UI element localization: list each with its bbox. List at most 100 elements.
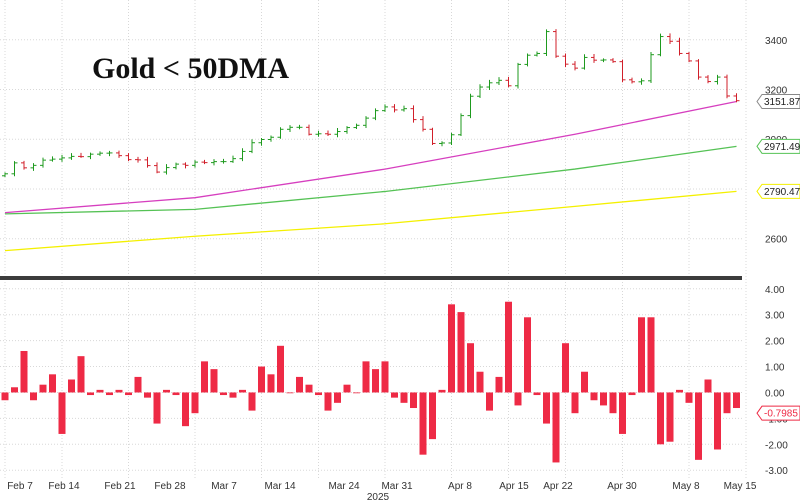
return-bar bbox=[296, 376, 303, 393]
return-bar bbox=[733, 392, 740, 409]
price-tick-label: 3400 bbox=[765, 36, 788, 47]
return-bar bbox=[11, 387, 18, 393]
return-bar bbox=[39, 384, 47, 393]
return-bar bbox=[429, 392, 436, 440]
return-bar bbox=[1, 392, 9, 401]
candle bbox=[401, 105, 407, 112]
return-bar bbox=[372, 369, 379, 393]
year-label: 2025 bbox=[367, 492, 390, 503]
candle bbox=[68, 153, 75, 160]
return-bar bbox=[362, 361, 370, 393]
candle bbox=[239, 148, 246, 162]
candle bbox=[610, 58, 616, 63]
return-bar bbox=[543, 392, 550, 424]
return-bar bbox=[486, 392, 493, 411]
candle bbox=[277, 127, 284, 139]
candle bbox=[695, 59, 702, 80]
candle bbox=[296, 124, 303, 130]
svg-text:3151.87: 3151.87 bbox=[764, 97, 800, 108]
return-bar bbox=[191, 392, 199, 414]
return-bar bbox=[638, 317, 645, 393]
return-tick-label: 2.00 bbox=[765, 337, 785, 348]
candle bbox=[97, 151, 103, 156]
return-axis: -3.00-2.00-1.000.001.002.003.004.00 bbox=[765, 285, 788, 477]
candle bbox=[287, 125, 293, 133]
price-tick-label: 3200 bbox=[765, 86, 788, 97]
value-badges: 3151.87 2971.49 2790.47 -0.7985 bbox=[756, 93, 800, 421]
return-bar bbox=[381, 361, 389, 393]
date-tick-label: Apr 8 bbox=[448, 481, 472, 492]
return-bar bbox=[695, 392, 702, 460]
return-bar bbox=[144, 392, 151, 398]
candle bbox=[21, 160, 27, 170]
dma200-value-badge: 2790.47 bbox=[756, 183, 800, 199]
candle bbox=[125, 153, 132, 162]
candle bbox=[524, 53, 531, 67]
candle bbox=[230, 155, 236, 163]
candle bbox=[363, 116, 369, 129]
date-tick-label: Apr 30 bbox=[607, 481, 637, 492]
candle bbox=[420, 116, 426, 132]
return-bar bbox=[125, 392, 132, 396]
return-bar bbox=[448, 304, 455, 393]
candle bbox=[515, 62, 521, 89]
return-tick-label: -3.00 bbox=[765, 466, 788, 477]
return-bar bbox=[20, 350, 28, 393]
candle bbox=[211, 159, 217, 166]
candle bbox=[154, 162, 160, 174]
return-bar bbox=[87, 392, 94, 396]
candle bbox=[163, 164, 170, 175]
return-bar bbox=[267, 374, 275, 393]
candle bbox=[268, 135, 274, 142]
candle bbox=[49, 156, 56, 162]
return-bar bbox=[220, 392, 227, 396]
candle bbox=[439, 141, 445, 147]
candle bbox=[600, 58, 607, 63]
candle bbox=[192, 160, 198, 168]
dma100-line bbox=[4, 145, 737, 215]
candle bbox=[382, 104, 388, 112]
return-bar bbox=[248, 392, 256, 411]
return-bar bbox=[514, 392, 522, 406]
return-bar bbox=[315, 392, 322, 396]
candle bbox=[144, 156, 151, 168]
return-bar bbox=[685, 392, 693, 403]
return-bar bbox=[438, 389, 446, 393]
return-bar bbox=[30, 392, 37, 401]
candle bbox=[173, 162, 179, 170]
return-tick-label: 4.00 bbox=[765, 285, 785, 296]
return-bar bbox=[410, 392, 417, 409]
candle bbox=[553, 29, 559, 58]
date-tick-label: Mar 7 bbox=[211, 481, 237, 492]
return-bar bbox=[115, 389, 123, 393]
chart-title: Gold < 50DMA bbox=[92, 52, 289, 85]
date-tick-label: May 8 bbox=[672, 481, 700, 492]
candle bbox=[315, 130, 322, 137]
dma50-value-badge: 3151.87 bbox=[756, 93, 800, 109]
candle bbox=[458, 113, 464, 137]
candle bbox=[353, 123, 360, 130]
return-bar bbox=[524, 317, 531, 393]
return-bar bbox=[505, 301, 512, 393]
candle bbox=[116, 150, 122, 158]
return-bar bbox=[68, 379, 75, 393]
return-bar bbox=[229, 392, 237, 398]
return-bar bbox=[324, 392, 332, 411]
return-bar bbox=[201, 361, 208, 393]
candle bbox=[78, 152, 84, 158]
candle bbox=[106, 150, 113, 157]
candle bbox=[410, 105, 417, 123]
candle bbox=[334, 128, 341, 138]
date-tick-label: Apr 15 bbox=[499, 481, 529, 492]
return-bar bbox=[552, 392, 560, 463]
return-bar bbox=[647, 317, 655, 393]
return-bar bbox=[609, 392, 617, 414]
return-bar bbox=[106, 392, 113, 396]
return-bar bbox=[286, 392, 294, 394]
candle bbox=[619, 59, 626, 83]
return-bar bbox=[334, 392, 341, 403]
return-bar bbox=[182, 392, 189, 427]
candle-layer bbox=[2, 29, 740, 178]
return-bar bbox=[581, 371, 588, 393]
candle bbox=[467, 93, 474, 119]
